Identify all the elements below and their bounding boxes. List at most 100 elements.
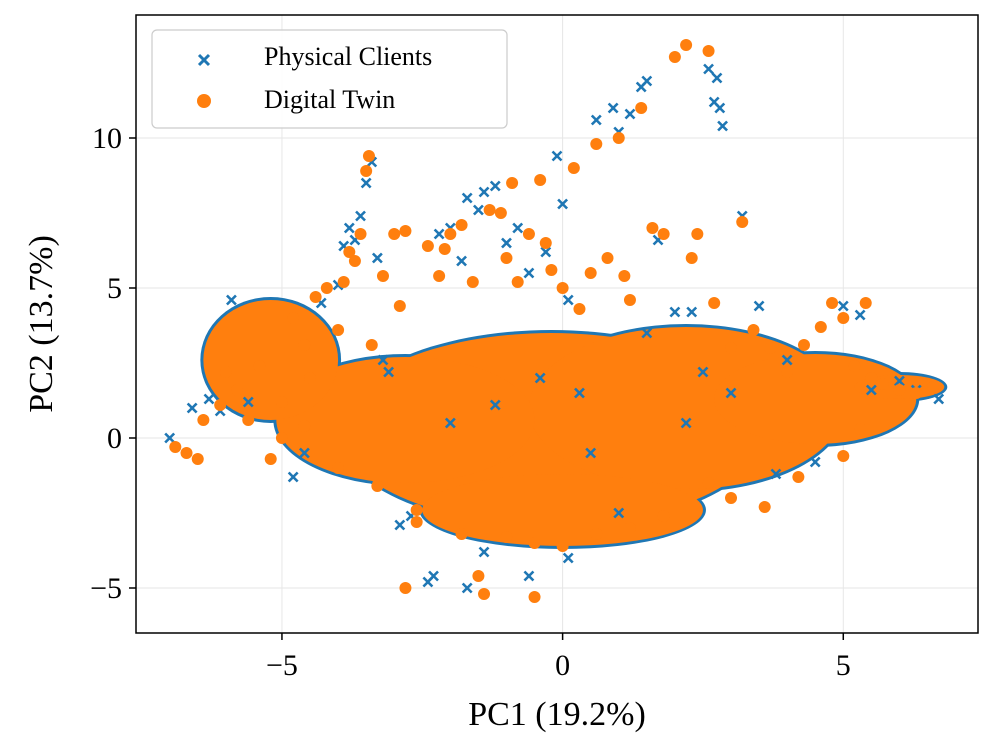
point-physical-clients — [641, 327, 653, 339]
legend-box — [151, 29, 508, 129]
point-digital-twin — [410, 504, 423, 516]
plot-area: −5 0 5 −5 0 5 10 — [90, 14, 979, 682]
point-digital-twin — [309, 291, 322, 303]
point-digital-twin — [494, 207, 507, 219]
point-physical-clients — [360, 177, 372, 189]
point-digital-twin — [500, 531, 513, 543]
point-digital-twin — [354, 228, 367, 240]
point-digital-twin — [927, 381, 940, 393]
point-physical-clients — [343, 222, 355, 234]
point-digital-twin — [455, 528, 468, 540]
point-digital-twin — [376, 270, 389, 282]
point-physical-clients — [711, 72, 723, 84]
point-digital-twin — [438, 243, 451, 255]
point-digital-twin — [264, 453, 277, 465]
point-digital-twin — [601, 252, 614, 264]
point-digital-twin — [337, 276, 350, 288]
point-digital-twin — [865, 372, 878, 384]
point-digital-twin — [169, 441, 182, 453]
point-physical-clients — [641, 75, 653, 87]
point-physical-clients — [478, 186, 490, 198]
scatter-points — [164, 39, 945, 603]
point-digital-twin — [668, 51, 681, 63]
point-physical-clients — [613, 507, 625, 519]
point-digital-twin — [680, 39, 693, 51]
point-physical-clients — [717, 120, 729, 132]
point-digital-twin — [219, 366, 232, 378]
point-physical-clients — [697, 366, 709, 378]
point-digital-twin — [657, 510, 670, 522]
point-physical-clients — [523, 570, 535, 582]
point-digital-twin — [612, 132, 625, 144]
point-digital-twin — [584, 267, 597, 279]
point-digital-twin — [854, 423, 867, 435]
point-digital-twin — [826, 297, 839, 309]
point-digital-twin — [197, 414, 210, 426]
y-axis-label: PC2 (13.7%) — [23, 235, 60, 413]
point-physical-clients — [383, 366, 395, 378]
point-digital-twin — [567, 162, 580, 174]
point-physical-clients — [472, 204, 484, 216]
point-digital-twin — [444, 228, 457, 240]
point-physical-clients — [669, 306, 681, 318]
point-physical-clients — [534, 372, 546, 384]
point-digital-twin — [214, 399, 227, 411]
x-tick-label: −5 — [266, 649, 298, 682]
point-physical-clients — [607, 102, 619, 114]
point-physical-clients — [562, 552, 574, 564]
point-digital-twin — [522, 228, 535, 240]
point-digital-twin — [304, 372, 317, 384]
point-physical-clients — [226, 294, 237, 306]
point-digital-twin — [837, 450, 850, 462]
point-digital-twin — [893, 384, 906, 396]
point-physical-clients — [478, 546, 490, 558]
point-physical-clients — [540, 246, 552, 258]
point-physical-clients — [837, 300, 849, 312]
point-digital-twin — [433, 270, 446, 282]
point-digital-twin — [848, 360, 861, 372]
point-physical-clients — [854, 309, 866, 321]
point-digital-twin — [360, 165, 373, 177]
point-digital-twin — [511, 276, 524, 288]
point-physical-clients — [394, 519, 406, 531]
point-physical-clients — [164, 432, 176, 444]
point-digital-twin — [646, 222, 659, 234]
point-digital-twin — [573, 303, 586, 315]
point-physical-clients — [489, 180, 501, 192]
point-digital-twin — [191, 453, 204, 465]
point-physical-clients — [714, 102, 726, 114]
y-tick-label: 5 — [107, 272, 122, 305]
point-digital-twin — [910, 387, 923, 399]
point-digital-twin — [590, 138, 603, 150]
point-digital-twin — [500, 252, 513, 264]
point-digital-twin — [702, 45, 715, 57]
x-axis-label: PC1 (19.2%) — [468, 696, 646, 733]
point-digital-twin — [708, 297, 721, 309]
point-digital-twin — [556, 282, 569, 294]
point-physical-clients — [371, 252, 383, 264]
y-tick-label: −5 — [90, 572, 122, 605]
point-physical-clients — [753, 300, 765, 312]
point-physical-clients — [703, 63, 714, 75]
point-digital-twin — [539, 237, 552, 249]
point-digital-twin — [528, 537, 541, 549]
legend-label-digital-twin: Digital Twin — [264, 85, 395, 114]
legend-marker-physical-clients — [197, 53, 211, 67]
point-digital-twin — [623, 522, 636, 534]
point-digital-twin — [275, 396, 288, 408]
point-digital-twin — [725, 342, 738, 354]
point-physical-clients — [725, 387, 737, 399]
point-digital-twin — [764, 342, 777, 354]
point-physical-clients — [489, 399, 501, 411]
point-physical-clients — [557, 198, 569, 210]
point-physical-clients — [456, 255, 467, 267]
point-digital-twin — [618, 270, 631, 282]
point-physical-clients — [377, 354, 389, 366]
point-digital-twin — [393, 300, 406, 312]
point-physical-clients — [574, 387, 585, 399]
point-digital-twin — [623, 294, 636, 306]
point-physical-clients — [893, 375, 905, 387]
point-digital-twin — [343, 246, 356, 258]
point-physical-clients — [433, 228, 445, 240]
cloud-digital-twin — [714, 354, 917, 444]
